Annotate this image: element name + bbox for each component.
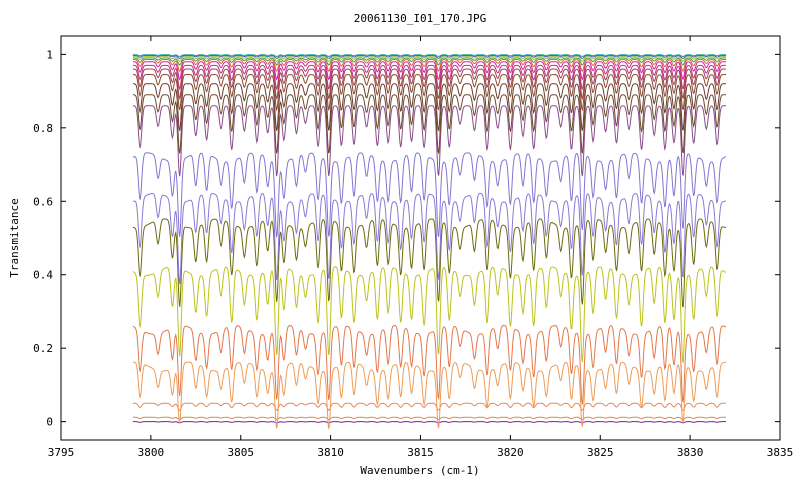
chart-title: 20061130_I01_170.JPG <box>354 12 486 25</box>
y-tick-label: 0.2 <box>33 342 53 355</box>
y-tick-label: 0.8 <box>33 122 53 135</box>
spectrum-line-6 <box>132 218 727 308</box>
spectrum-line-18 <box>132 56 727 62</box>
y-axis-ticks: 0 0.2 0.4 0.6 0.8 1 <box>33 48 780 429</box>
x-tick-label: 3810 <box>317 446 344 459</box>
y-tick-label: 0.6 <box>33 195 53 208</box>
spectrum-line-4 <box>132 324 727 405</box>
spectrum-line-13 <box>132 68 727 101</box>
spectrum-line-12 <box>132 74 727 112</box>
spectrum-line-9 <box>132 105 727 177</box>
y-tick-label: 0 <box>46 416 53 429</box>
spectrum-line-20 <box>132 54 727 58</box>
x-tick-label: 3800 <box>138 446 165 459</box>
x-axis-label: Wavenumbers (cm-1) <box>360 464 479 477</box>
y-tick-label: 0.4 <box>33 269 53 282</box>
spectrum-line-1 <box>132 416 727 421</box>
y-tick-label: 1 <box>46 48 53 61</box>
spectrum-line-17 <box>132 57 727 66</box>
series-lines <box>132 54 727 430</box>
spectrum-line-10 <box>132 94 727 155</box>
x-tick-label: 3805 <box>228 446 255 459</box>
x-tick-label: 3835 <box>767 446 794 459</box>
x-tick-label: 3820 <box>497 446 524 459</box>
spectrum-line-8 <box>132 152 727 238</box>
x-tick-label: 3815 <box>407 446 434 459</box>
y-axis-label: Transmitance <box>8 198 21 277</box>
x-tick-label: 3830 <box>677 446 704 459</box>
spectrum-line-11 <box>132 83 727 132</box>
spectrum-line-5 <box>132 266 727 364</box>
spectrum-line-14 <box>132 64 727 91</box>
spectrum-line-3 <box>132 361 727 430</box>
spectrum-line-7 <box>132 192 727 285</box>
spectrum-line-16 <box>132 59 727 73</box>
spectrum-line-0 <box>132 421 727 424</box>
x-tick-label: 3795 <box>48 446 75 459</box>
spectrum-line-19 <box>132 54 727 59</box>
x-tick-label: 3825 <box>587 446 614 459</box>
spectrum-line-15 <box>132 61 727 81</box>
spectrum-line-2 <box>132 402 727 411</box>
x-axis-ticks: 3795 3800 3805 3810 3815 3820 3825 3830 3835 <box>48 36 794 459</box>
